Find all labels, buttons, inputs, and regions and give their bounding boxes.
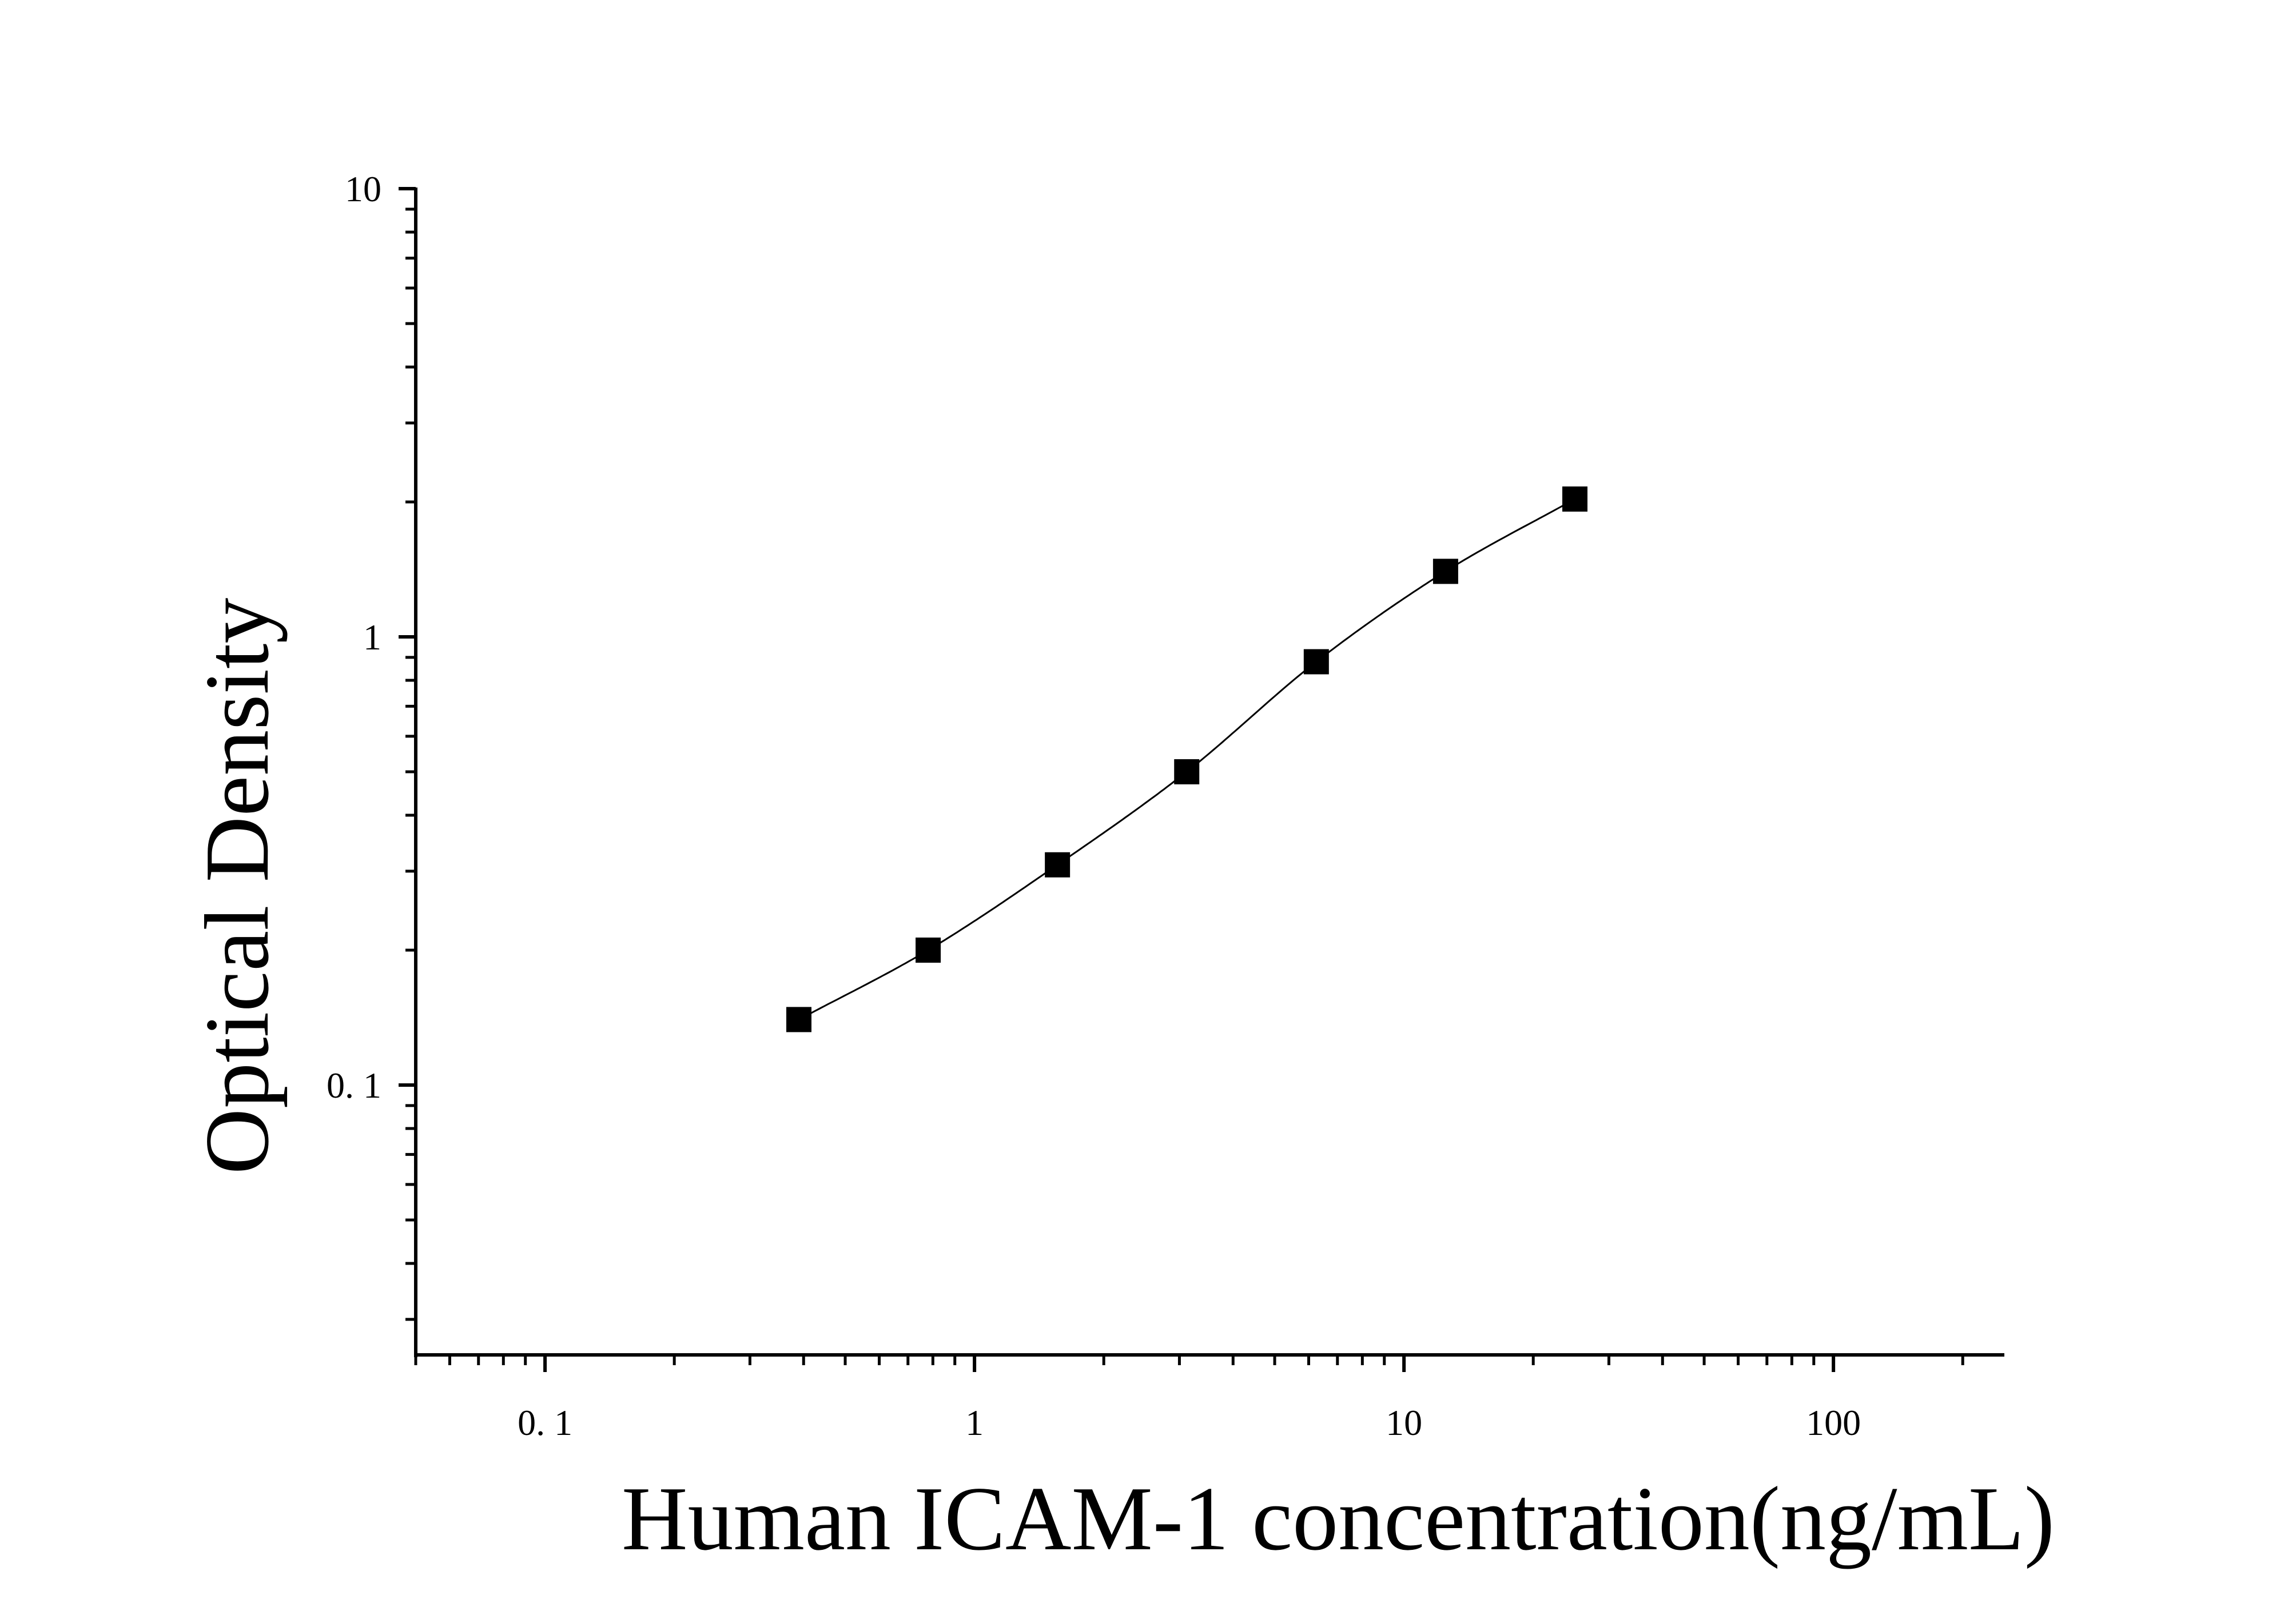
x-tick-label: 0. 1 — [518, 1402, 572, 1443]
data-point — [916, 937, 941, 963]
axes — [414, 188, 2004, 1357]
y-axis-title: Optical Density — [186, 598, 288, 1175]
data-points — [786, 486, 1587, 1032]
x-axis-title: Human ICAM-1 concentration(ng/mL) — [622, 1468, 2055, 1569]
data-point — [1045, 852, 1071, 878]
data-point — [786, 1007, 811, 1032]
data-point — [1432, 559, 1458, 584]
ticks: 0. 1 1 10 100 0. 1 1 10 — [327, 169, 1964, 1443]
x-tick-label: 1 — [965, 1402, 984, 1443]
x-tick-label: 100 — [1806, 1402, 1861, 1443]
y-tick-label: 10 — [345, 169, 381, 209]
y-tick-label: 1 — [363, 617, 381, 657]
data-point — [1174, 759, 1200, 784]
y-tick-label: 0. 1 — [327, 1065, 381, 1106]
data-point — [1562, 486, 1587, 512]
x-tick-label: 10 — [1386, 1402, 1422, 1443]
data-point — [1303, 649, 1329, 675]
